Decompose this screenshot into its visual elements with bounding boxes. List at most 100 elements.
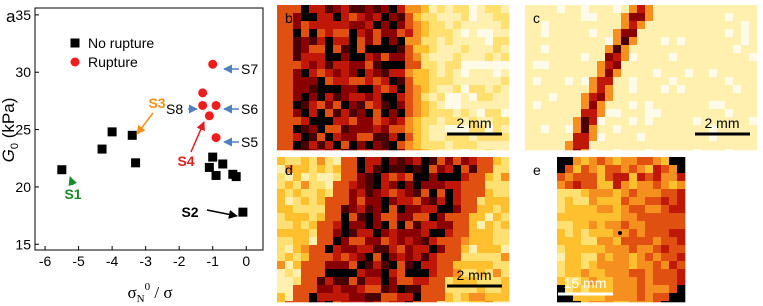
heatmap-cell [317, 125, 326, 134]
heatmap-cell [629, 229, 638, 238]
heatmap-cell [629, 197, 638, 206]
heatmap-cell [669, 301, 678, 303]
heatmap-cell [429, 261, 438, 270]
heatmap-cell [525, 133, 534, 142]
heatmap-cell [397, 173, 406, 182]
heatmap-cell [453, 221, 462, 230]
heatmap-cell [477, 221, 486, 230]
heatmap-cell [325, 301, 334, 303]
heatmap-cell [653, 29, 662, 38]
heatmap-cell [421, 53, 430, 62]
heatmap-cell [309, 141, 318, 150]
heatmap-cell [397, 117, 406, 126]
heatmap-cell [717, 53, 726, 62]
heatmap-cell [589, 109, 598, 118]
heatmap-cell [357, 237, 366, 246]
heatmap-cell [589, 141, 598, 150]
heatmap-cell [389, 229, 398, 238]
heatmap-cell [349, 285, 358, 294]
heatmap-cell [629, 69, 638, 78]
heatmap-cell [741, 85, 750, 94]
heatmap-cell [349, 85, 358, 94]
heatmap-cell [309, 149, 318, 151]
heatmap-cell [405, 85, 414, 94]
heatmap-cell [645, 29, 654, 38]
heatmap-cell [285, 85, 294, 94]
heatmap-cell [685, 13, 694, 22]
heatmap-cell [373, 101, 382, 110]
heatmap-cell [597, 277, 606, 286]
heatmap-cell [613, 197, 622, 206]
heatmap-cell [277, 205, 286, 214]
heatmap-cell [389, 93, 398, 102]
heatmap-cell [413, 29, 422, 38]
heatmap-cell [373, 213, 382, 222]
heatmap-cell [565, 277, 574, 286]
heatmap-cell [453, 21, 462, 30]
heatmap-cell [717, 93, 726, 102]
heatmap-cell [581, 173, 590, 182]
heatmap-cell [613, 5, 622, 14]
heatmap-cell [373, 277, 382, 286]
heatmap-cell [485, 13, 494, 22]
heatmap-cell [533, 141, 542, 150]
heatmap-cell [605, 157, 614, 166]
heatmap-cell [277, 285, 286, 294]
heatmap-cell [573, 285, 582, 294]
heatmap-cell [365, 93, 374, 102]
heatmap-cell [621, 237, 630, 246]
heatmap-cell [293, 301, 302, 303]
heatmap-cell [573, 189, 582, 198]
heatmap-cell [717, 117, 726, 126]
heatmap-cell [365, 21, 374, 30]
heatmap-cell [397, 13, 406, 22]
heatmap-cell [501, 125, 510, 134]
heatmap-cell [741, 61, 750, 70]
heatmap-cell [485, 221, 494, 230]
heatmap-cell [333, 173, 342, 182]
heatmap-cell [677, 29, 686, 38]
heatmap-cell [613, 141, 622, 150]
heatmap-cell [581, 37, 590, 46]
heatmap-cell [333, 109, 342, 118]
heatmap-cell [325, 61, 334, 70]
heatmap-cell [341, 197, 350, 206]
heatmap-cell [357, 85, 366, 94]
heatmap-cell [493, 149, 502, 151]
heatmap-cell [461, 69, 470, 78]
heatmap-cell [325, 117, 334, 126]
heatmap-cell [677, 45, 686, 54]
heatmap-cell [677, 133, 686, 142]
heatmap-cell [349, 77, 358, 86]
heatmap-cell [581, 77, 590, 86]
heatmap-cell [293, 213, 302, 222]
heatmap-cell [341, 293, 350, 302]
heatmap-cell [749, 69, 758, 78]
heatmap-cell [725, 37, 734, 46]
heatmap-cell [709, 5, 718, 14]
heatmap-cell [557, 221, 566, 230]
heatmap-cell [333, 253, 342, 262]
heatmap-cell [645, 69, 654, 78]
heatmap-cell [661, 69, 670, 78]
heatmap-cell [333, 85, 342, 94]
heatmap-cell [405, 181, 414, 190]
heatmap-cell [309, 261, 318, 270]
heatmap-cell [525, 37, 534, 46]
heatmap-cell [669, 117, 678, 126]
heatmap-cell [421, 269, 430, 278]
heatmap-cell [637, 85, 646, 94]
heatmap-cell [733, 93, 742, 102]
y-axis-label: G0 (kPa) [0, 98, 21, 163]
heatmap-cell [653, 117, 662, 126]
heatmap-cell [661, 141, 670, 150]
heatmap-cell [717, 85, 726, 94]
heatmap-cell [429, 85, 438, 94]
heatmap-cell [501, 13, 510, 22]
heatmap-cell [437, 181, 446, 190]
heatmap-cell [645, 53, 654, 62]
heatmap-cell [397, 69, 406, 78]
heatmap-cell [381, 157, 390, 166]
heatmap-cell [277, 13, 286, 22]
